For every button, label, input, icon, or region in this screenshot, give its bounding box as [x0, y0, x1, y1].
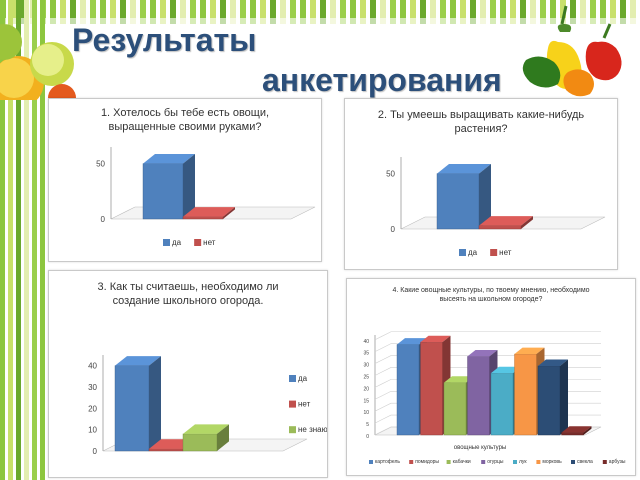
legend-swatch	[289, 375, 296, 382]
left-stripe-decoration	[0, 0, 45, 480]
bar-8	[561, 426, 592, 436]
peppers-decoration-icon	[522, 5, 622, 97]
y-tick-label: 50	[96, 160, 105, 169]
chart-plot: 0 5 10 15 20 25 30 35 40 овощные культуры картофел…	[363, 331, 626, 465]
legend-label: да	[172, 238, 182, 247]
y-tick-label: 0	[101, 215, 106, 224]
y-tick-label: 15	[363, 398, 369, 404]
y-tick-label: 40	[363, 339, 369, 345]
legend-label: арбузы	[609, 459, 626, 465]
legend-swatch	[289, 400, 296, 408]
chart-title: 3. Как ты считаешь, необходимо ли создан…	[97, 281, 279, 307]
y-tick-label: 40	[88, 362, 97, 371]
y-tick-label: 0	[93, 447, 98, 456]
bar-1	[142, 154, 195, 220]
y-tick-label: 0	[366, 434, 369, 440]
legend-swatch	[163, 239, 170, 246]
legend-swatch	[513, 460, 517, 464]
legend-label: помидоры	[415, 459, 439, 465]
y-tick-label: 5	[366, 422, 369, 428]
legend-label: нет	[499, 248, 512, 257]
chart-panel-4: 4. Какие овощные культуры, по твоему мне…	[346, 278, 636, 476]
y-tick-label: 20	[363, 386, 369, 392]
slide-title-line1: Результаты	[72, 22, 257, 58]
legend-swatch	[602, 460, 607, 464]
legend-swatch	[369, 460, 373, 464]
y-tick-label: 0	[391, 225, 396, 234]
legend-label: нет	[203, 238, 216, 247]
chart-panel-1: 1. Хотелось бы тебе есть овощи, выращенн…	[48, 98, 322, 262]
gridline	[374, 343, 601, 352]
y-tick-label: 50	[386, 170, 395, 179]
legend-swatch	[289, 426, 296, 434]
y-tick-label: 20	[88, 404, 97, 413]
legend-swatch	[446, 460, 451, 464]
legend-label: да	[298, 374, 308, 383]
chart-plot: 0 50 да нет	[386, 157, 606, 257]
bar-3	[182, 424, 229, 452]
legend-label: лук	[519, 459, 527, 465]
chart-title: 2. Ты умеешь выращивать какие-нибудь рас…	[377, 109, 585, 135]
slide-title-line2: анкетирования	[262, 62, 502, 98]
legend-label: да	[468, 248, 478, 257]
legend-label: картофель	[375, 459, 400, 465]
bar-2	[182, 207, 235, 220]
y-tick-label: 35	[363, 351, 369, 357]
legend-label: нет	[298, 400, 311, 409]
y-tick-label: 30	[363, 363, 369, 369]
legend-swatch	[409, 460, 414, 464]
legend-swatch	[490, 249, 498, 256]
bar-2	[478, 216, 533, 230]
legend-swatch	[459, 249, 466, 256]
legend-swatch	[481, 460, 486, 464]
y-tick-label: 30	[88, 383, 97, 392]
chart-panel-2: 2. Ты умеешь выращивать какие-нибудь рас…	[344, 98, 618, 270]
legend-swatch	[536, 460, 541, 464]
chart-title: 4. Какие овощные культуры, по твоему мне…	[392, 287, 590, 303]
bar-1	[436, 164, 491, 230]
bar-7	[537, 359, 568, 436]
legend-label: огурцы	[487, 459, 504, 465]
gridline	[374, 331, 601, 341]
chart-panel-3: 3. Как ты считаешь, необходимо ли создан…	[48, 270, 328, 478]
y-tick-label: 10	[363, 410, 369, 416]
legend-label: морковь	[542, 459, 562, 465]
x-axis-label: овощные культуры	[454, 445, 506, 451]
chart-plot: 0 10 20 30 40 да нет не знаю	[88, 355, 327, 456]
top-stripe-decoration	[0, 0, 640, 24]
legend-swatch	[194, 239, 202, 246]
citrus-decoration-icon	[0, 24, 76, 100]
y-tick-label: 25	[363, 374, 369, 380]
bar-1	[114, 356, 161, 452]
legend-swatch	[571, 460, 575, 464]
chart-title: 1. Хотелось бы тебе есть овощи, выращенн…	[100, 107, 270, 133]
legend-label: не знаю	[298, 425, 327, 434]
legend-label: свекла	[577, 459, 593, 465]
legend-label: кабачки	[453, 459, 471, 465]
y-tick-label: 10	[88, 426, 97, 435]
chart-plot: 0 50 да нет	[96, 147, 316, 247]
